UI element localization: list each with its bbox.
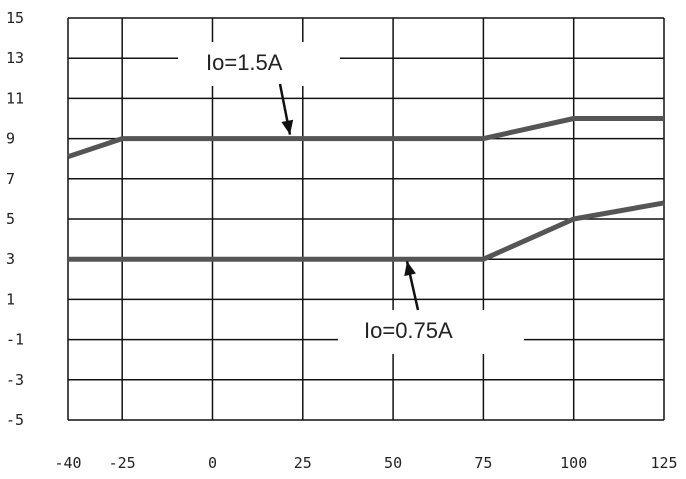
x-tick-label: 50 bbox=[384, 454, 402, 472]
annotation-background-1 bbox=[178, 42, 340, 86]
x-tick-label: 25 bbox=[294, 454, 312, 472]
x-tick-labels: -40 -25 0 25 50 75 100 125 bbox=[54, 454, 677, 472]
y-tick-label: 7 bbox=[6, 170, 15, 188]
y-tick-labels: 15 13 11 9 7 5 3 1 -1 -3 -5 bbox=[6, 9, 24, 429]
y-tick-label: 3 bbox=[6, 250, 15, 268]
series-line-1 bbox=[67, 116, 664, 160]
y-tick-label: 13 bbox=[6, 49, 24, 67]
y-tick-label: 5 bbox=[6, 210, 15, 228]
y-tick-label: 9 bbox=[6, 130, 15, 148]
annotation-background-2 bbox=[338, 310, 524, 354]
x-tick-label: 0 bbox=[208, 454, 217, 472]
x-tick-label: 100 bbox=[560, 454, 587, 472]
series-line-2 bbox=[68, 200, 665, 262]
x-tick-label: -25 bbox=[109, 454, 136, 472]
y-tick-label: 15 bbox=[6, 9, 24, 27]
y-tick-label: 11 bbox=[6, 89, 24, 107]
annotation-arrowhead-1 bbox=[281, 119, 294, 135]
y-tick-label: -5 bbox=[6, 411, 24, 429]
x-tick-label: 125 bbox=[650, 454, 677, 472]
y-tick-label: -3 bbox=[6, 371, 24, 389]
annotation-label-1: Io=1.5A bbox=[206, 50, 283, 75]
annotation-arrowhead-2 bbox=[404, 261, 416, 277]
x-tick-label: -40 bbox=[54, 454, 81, 472]
annotation-label-2: Io=0.75A bbox=[364, 318, 453, 343]
x-tick-label: 75 bbox=[474, 454, 492, 472]
y-tick-label: -1 bbox=[6, 331, 24, 349]
series-lines bbox=[67, 116, 665, 262]
y-tick-label: 1 bbox=[6, 290, 15, 308]
annotations: Io=1.5A Io=0.75A bbox=[178, 42, 524, 354]
